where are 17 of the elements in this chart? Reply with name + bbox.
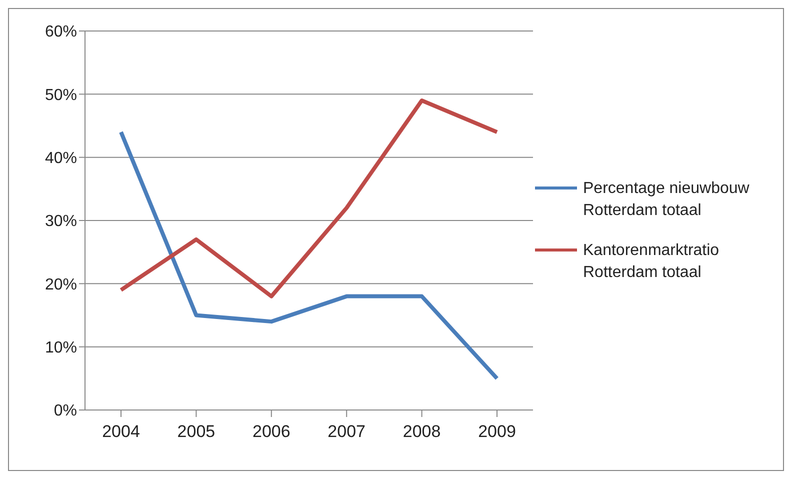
x-tick-label: 2004	[102, 422, 140, 442]
x-tick-label: 2006	[252, 422, 290, 442]
y-tick-label: 50%	[44, 86, 77, 104]
line-series	[119, 98, 499, 298]
y-tick-label: 30%	[44, 213, 77, 230]
y-tick-label: 40%	[44, 150, 77, 168]
line-series	[119, 130, 499, 380]
x-tick-label: 2005	[177, 422, 216, 442]
legend-label: Percentage nieuwbouw Rotterdam totaal	[583, 178, 750, 220]
x-tick-label: 2008	[402, 422, 441, 442]
y-tick-label: 10%	[44, 340, 77, 357]
x-tick-label: 2009	[478, 422, 516, 442]
y-tick-label: 60%	[44, 24, 77, 41]
y-tick-label: 0%	[54, 402, 77, 420]
y-tick-label: 20%	[44, 276, 77, 294]
legend-label: Kantorenmarktratio Rotterdam totaal	[583, 240, 720, 282]
x-tick-label: 2007	[328, 422, 366, 442]
